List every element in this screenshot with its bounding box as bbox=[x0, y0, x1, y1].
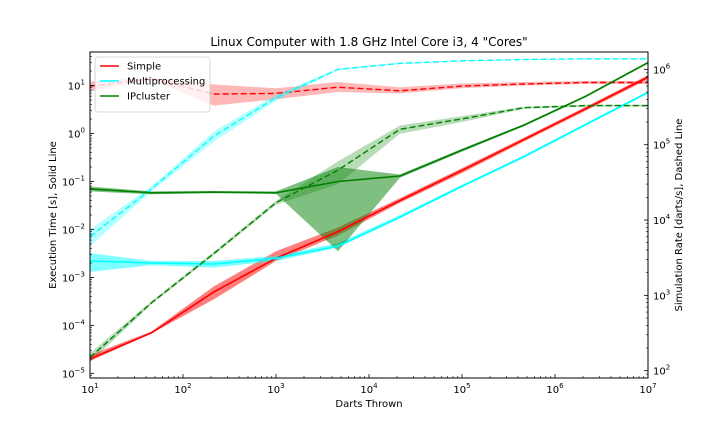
legend-label-multiprocessing: Multiprocessing bbox=[127, 77, 205, 88]
x-axis-label: Darts Thrown bbox=[335, 399, 402, 410]
right-y-axis-label: Simulation Rate [darts/s], Dashed Line bbox=[674, 119, 685, 312]
right-y-axis-ticks: 102 103 104 105 106 bbox=[644, 62, 671, 378]
y-right-tick-label: 103 bbox=[653, 288, 670, 302]
y-left-tick-label: 10−5 bbox=[62, 366, 85, 380]
ipcluster-time-line bbox=[89, 61, 649, 194]
multiprocessing-time-line bbox=[89, 91, 649, 265]
x-tick-label: 101 bbox=[81, 382, 98, 396]
ipcluster-rate-band bbox=[90, 104, 648, 363]
x-tick-label: 104 bbox=[360, 382, 378, 396]
y-left-tick-label: 100 bbox=[68, 127, 85, 141]
ipcluster-rate-line bbox=[89, 104, 648, 358]
ipcluster-time-band bbox=[90, 61, 648, 252]
x-tick-label: 102 bbox=[174, 382, 191, 396]
y-right-tick-label: 104 bbox=[653, 213, 671, 227]
simple-rate-band bbox=[90, 77, 648, 106]
y-right-tick-label: 106 bbox=[653, 62, 671, 76]
chart-title: Linux Computer with 1.8 GHz Intel Core i… bbox=[210, 35, 527, 49]
left-y-axis-ticks: 10−5 10−4 10−3 10−2 10−1 100 101 bbox=[62, 56, 94, 380]
x-axis-ticks: 101 102 103 104 105 106 107 bbox=[81, 374, 657, 396]
legend-box bbox=[94, 56, 211, 113]
x-tick-label: 107 bbox=[639, 382, 656, 396]
y-left-tick-label: 101 bbox=[68, 79, 85, 93]
x-tick-label: 105 bbox=[453, 382, 470, 396]
y-left-tick-label: 10−2 bbox=[62, 222, 85, 236]
y-left-tick-label: 10−3 bbox=[62, 270, 85, 284]
x-tick-label: 106 bbox=[546, 382, 564, 396]
y-left-tick-label: 10−4 bbox=[62, 318, 86, 332]
x-tick-label: 103 bbox=[267, 382, 284, 396]
y-right-tick-label: 102 bbox=[653, 364, 670, 378]
y-left-tick-label: 10−1 bbox=[62, 174, 85, 188]
multiprocessing-rate-line bbox=[89, 58, 648, 238]
simple-time-line bbox=[89, 76, 649, 360]
y-right-tick-label: 105 bbox=[653, 138, 670, 152]
legend-label-ipcluster: IPcluster bbox=[127, 92, 171, 103]
legend: Simple Multiprocessing IPcluster bbox=[94, 56, 211, 113]
legend-label-simple: Simple bbox=[127, 62, 161, 73]
left-y-axis-label: Execution Time [s], Solid Line bbox=[48, 141, 59, 289]
